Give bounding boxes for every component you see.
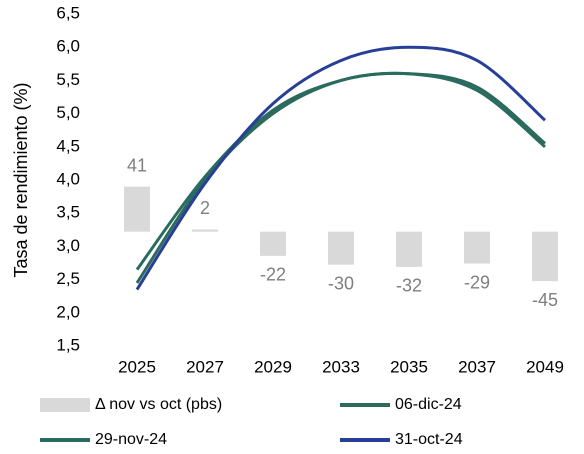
data-label: -45 — [532, 290, 558, 310]
bar — [464, 231, 490, 264]
bar — [192, 229, 218, 232]
legend-swatch — [40, 398, 90, 412]
legend-label: 31-oct-24 — [395, 431, 463, 448]
y-tick-label: 1,5 — [56, 335, 80, 354]
x-tick-label: 2027 — [186, 357, 224, 376]
y-tick-label: 6,5 — [56, 3, 80, 22]
y-tick-label: 5,0 — [56, 103, 80, 122]
x-tick-label: 2037 — [458, 357, 496, 376]
bar — [396, 231, 422, 267]
data-label: -29 — [464, 272, 490, 292]
y-tick-label: 3,0 — [56, 236, 80, 255]
bar — [260, 231, 286, 256]
data-label: 2 — [200, 198, 210, 218]
x-tick-label: 2035 — [390, 357, 428, 376]
legend-label: 29-nov-24 — [95, 431, 167, 448]
y-tick-label: 5,5 — [56, 70, 80, 89]
bar — [328, 231, 354, 265]
data-label: -22 — [260, 265, 286, 285]
line — [135, 45, 546, 291]
y-tick-label: 4,0 — [56, 169, 80, 188]
legend-label: 06-dic-24 — [395, 396, 462, 413]
data-label: 41 — [127, 155, 147, 175]
y-tick-label: 2,5 — [56, 269, 80, 288]
data-label: -32 — [396, 276, 422, 296]
y-axis-title: Tasa de rendimiento (%) — [11, 82, 31, 277]
line — [135, 71, 546, 271]
y-tick-label: 3,5 — [56, 203, 80, 222]
bar — [532, 231, 558, 282]
legend-label: Δ nov vs oct (pbs) — [95, 396, 222, 413]
x-tick-label: 2025 — [118, 357, 156, 376]
bar — [124, 186, 150, 232]
x-tick-label: 2033 — [322, 357, 360, 376]
x-tick-label: 2049 — [526, 357, 564, 376]
x-tick-label: 2029 — [254, 357, 292, 376]
y-tick-label: 4,5 — [56, 136, 80, 155]
data-label: -30 — [328, 273, 354, 293]
y-tick-label: 2,0 — [56, 302, 80, 321]
y-tick-label: 6,0 — [56, 37, 80, 56]
